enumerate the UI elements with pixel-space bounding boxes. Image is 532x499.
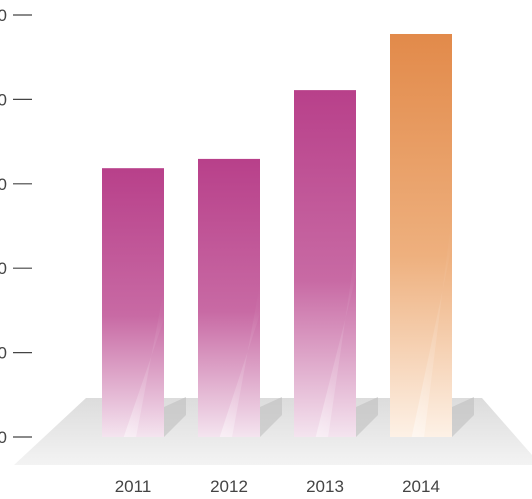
x-tick-label-2011: 2011 xyxy=(115,477,152,496)
bars xyxy=(102,33,474,438)
x-tick-label-2014: 2014 xyxy=(402,477,440,496)
y-tick-label: 0 xyxy=(0,90,7,109)
bar-2013[interactable] xyxy=(294,90,356,437)
y-tick-label: 0 xyxy=(0,175,7,194)
bar-2012[interactable] xyxy=(198,158,260,438)
x-tick-label-2012: 2012 xyxy=(210,477,248,496)
y-axis: 0 0 0 0 0 0 xyxy=(0,6,32,447)
y-tick-label: 0 xyxy=(0,6,7,25)
bar-2011[interactable] xyxy=(102,168,164,437)
bar-2014[interactable] xyxy=(390,33,452,438)
bar-shadow xyxy=(452,397,474,437)
bar-shadow xyxy=(356,397,378,437)
y-tick-label: 0 xyxy=(0,259,7,278)
x-tick-label-2013: 2013 xyxy=(306,477,344,496)
bar-shadow xyxy=(164,397,186,437)
y-tick-label: 0 xyxy=(0,428,7,447)
y-tick-label: 0 xyxy=(0,344,7,363)
bar-shadow xyxy=(260,397,282,437)
x-axis-labels: 2011 2012 2013 2014 xyxy=(115,477,440,496)
